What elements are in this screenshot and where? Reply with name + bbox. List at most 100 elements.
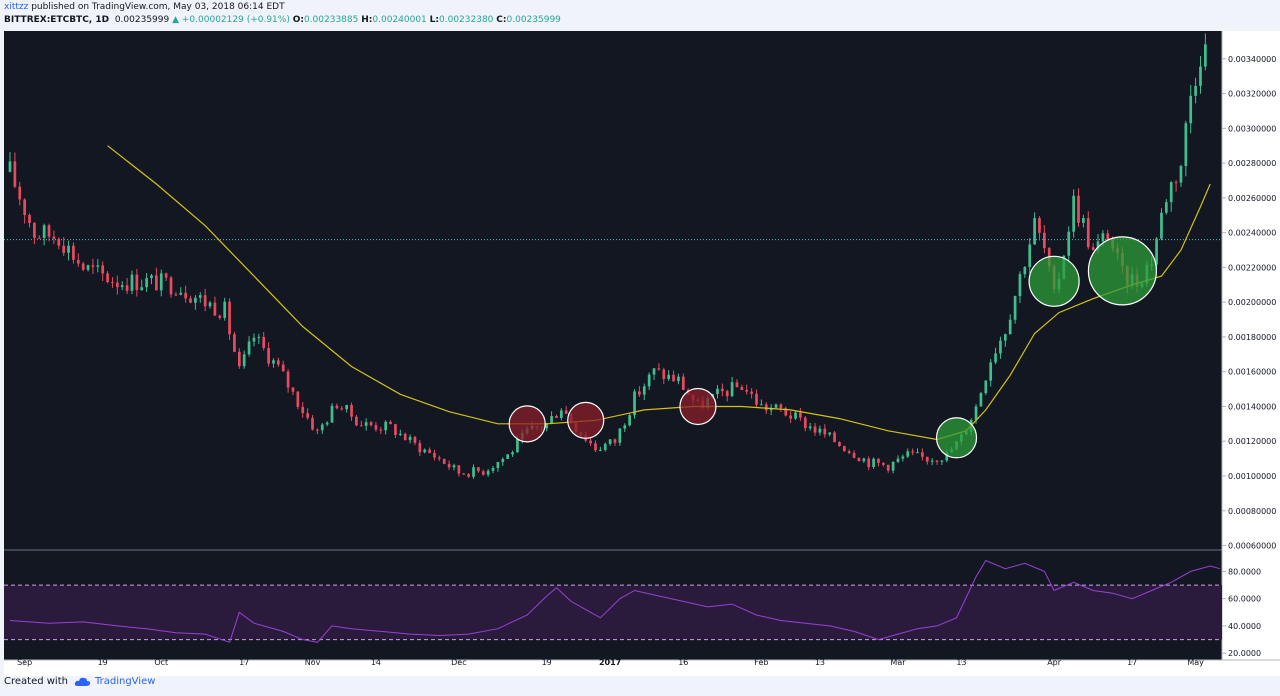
candle-body	[359, 425, 363, 427]
close-value: 0.00235999	[506, 15, 561, 25]
candle-body	[799, 412, 802, 418]
time-tick-label: 19	[542, 658, 552, 667]
candle-body	[111, 282, 114, 284]
candle-body	[164, 273, 168, 278]
candle-body	[881, 462, 885, 465]
candle-body	[779, 404, 783, 409]
candle-body	[1038, 218, 1041, 233]
candle-body	[96, 265, 100, 267]
price-tick-label: 0.00280000	[1228, 159, 1276, 168]
candle-body	[150, 275, 153, 279]
candle-body	[989, 362, 993, 381]
candle-body	[594, 443, 597, 451]
candle-body	[389, 421, 392, 425]
last-price: 0.00235999	[114, 15, 170, 25]
candle-body	[442, 458, 446, 464]
candle-body	[394, 424, 397, 435]
candle-body	[628, 415, 631, 426]
candle-body	[750, 391, 753, 394]
price-tick-label: 0.00060000	[1228, 542, 1276, 551]
candle-body	[252, 337, 256, 342]
candle-body	[662, 369, 666, 379]
candle-body	[135, 274, 139, 291]
time-tick-label: 19	[98, 658, 108, 667]
candle-body	[155, 275, 158, 291]
candle-body	[115, 282, 119, 288]
candle-body	[872, 458, 875, 468]
price-tick-label: 0.00260000	[1228, 194, 1276, 203]
candle-body	[28, 214, 31, 223]
candle-body	[789, 415, 792, 419]
candle-body	[23, 199, 26, 215]
candle-body	[184, 292, 187, 299]
rsi-tick-label: 60.0000	[1228, 595, 1261, 604]
candle-body	[1023, 267, 1027, 275]
axes-layer: 0.00340000 0.00320000 0.00300000 0.00280000…	[17, 55, 1276, 667]
candle-body	[720, 388, 724, 392]
candle-body	[730, 382, 734, 397]
candle-body	[862, 458, 866, 462]
time-tick-label: Oct	[154, 658, 168, 667]
candle-body	[877, 458, 880, 463]
candle-body	[364, 422, 368, 426]
candle-body	[1091, 247, 1095, 251]
candle-body	[1077, 195, 1080, 223]
candle-body	[413, 436, 417, 443]
candle-body	[818, 428, 822, 433]
candle-body	[896, 458, 900, 462]
candle-body	[559, 410, 563, 418]
candle-body	[930, 460, 934, 462]
high-value: 0.00240001	[372, 15, 427, 25]
candle-body	[838, 442, 841, 447]
rsi-pane: 80.0000 60.0000 40.0000 20.0000	[4, 559, 1261, 658]
candle-body	[740, 387, 744, 390]
candle-body	[842, 446, 846, 452]
price-tick-label: 0.00140000	[1228, 402, 1276, 411]
candle-body	[379, 429, 383, 431]
tradingview-logo[interactable]: TradingView	[74, 676, 155, 687]
candle-body	[345, 404, 349, 410]
rsi-band	[4, 585, 1222, 640]
candle-body	[130, 274, 134, 291]
price-tick-label: 0.00100000	[1228, 472, 1276, 481]
candle-body	[921, 452, 924, 457]
candle-body	[1101, 233, 1105, 242]
candle-body	[423, 449, 427, 453]
candle-body	[325, 422, 329, 425]
red-highlight-circle	[508, 405, 546, 443]
publish-info: xittzz published on TradingView.com, May…	[4, 2, 285, 12]
symbol-label[interactable]: BITTREX:ETCBTC, 1D	[4, 15, 110, 25]
candle-body	[447, 463, 451, 468]
candle-body	[823, 428, 827, 435]
author-link[interactable]: xittzz	[4, 2, 29, 12]
candle-body	[198, 295, 202, 298]
candle-body	[91, 265, 95, 267]
candle-body	[438, 457, 441, 459]
candle-body	[647, 374, 651, 387]
rsi-line	[9, 559, 1221, 643]
candle-body	[638, 391, 641, 395]
price-tick-label: 0.00200000	[1228, 298, 1276, 307]
candle-body	[228, 301, 231, 335]
candle-body	[384, 421, 388, 431]
candle-body	[1008, 319, 1012, 335]
candle-body	[994, 353, 997, 363]
time-tick-label: 16	[678, 658, 688, 667]
price-change: ▲ +0.00002129 (+0.91%)	[172, 15, 290, 25]
candle-body	[984, 380, 988, 394]
created-with-text: Created with	[4, 676, 68, 687]
time-tick-label: 2017	[599, 658, 621, 667]
candle-body	[203, 295, 207, 307]
candle-body	[57, 238, 61, 246]
candle-body	[101, 265, 105, 274]
green-highlight-circle	[1087, 236, 1158, 306]
time-tick-label: Sep	[17, 658, 32, 667]
time-tick-label: Mar	[890, 658, 906, 667]
candle-body	[477, 467, 480, 472]
candle-body	[223, 301, 227, 318]
rsi-tick-label: 40.0000	[1228, 622, 1261, 631]
candle-body	[242, 354, 246, 367]
candle-body	[506, 454, 510, 459]
candle-body	[667, 374, 671, 379]
